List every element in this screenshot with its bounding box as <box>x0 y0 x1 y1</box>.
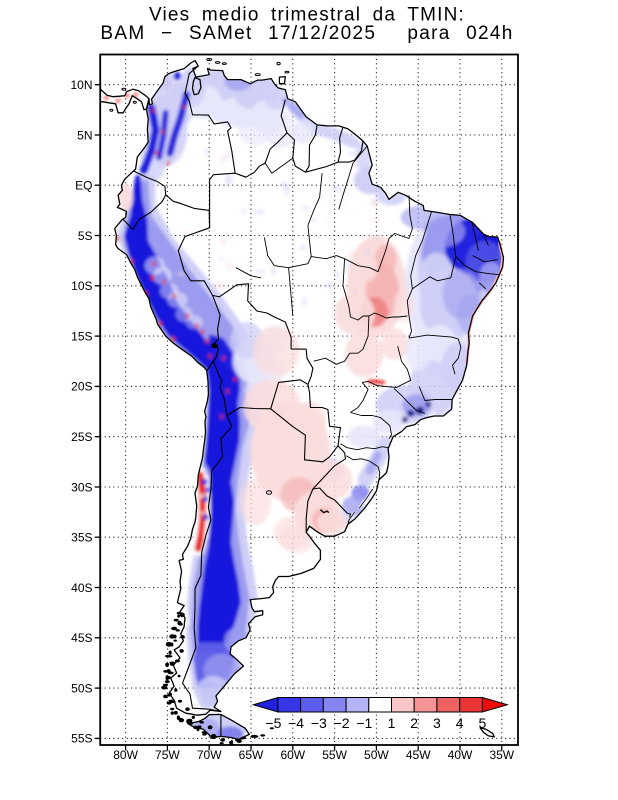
svg-text:80W: 80W <box>113 748 138 762</box>
svg-text:EQ: EQ <box>75 179 92 193</box>
svg-text:70W: 70W <box>197 748 222 762</box>
svg-text:15S: 15S <box>71 329 92 343</box>
svg-text:40S: 40S <box>71 581 92 595</box>
svg-text:55W: 55W <box>322 748 347 762</box>
svg-text:20S: 20S <box>71 380 92 394</box>
svg-text:25S: 25S <box>71 430 92 444</box>
svg-text:−1: −1 <box>356 715 372 731</box>
svg-text:35W: 35W <box>489 748 514 762</box>
svg-text:30S: 30S <box>71 480 92 494</box>
svg-text:−5: −5 <box>265 715 281 731</box>
svg-text:45S: 45S <box>71 631 92 645</box>
svg-text:−4: −4 <box>288 715 304 731</box>
svg-text:−2: −2 <box>334 715 350 731</box>
svg-text:65W: 65W <box>239 748 264 762</box>
svg-text:50S: 50S <box>71 681 92 695</box>
svg-text:60W: 60W <box>280 748 305 762</box>
svg-text:BAM − SAMet 17/12/2025 para 0: BAM − SAMet 17/12/2025 para 024h <box>100 23 513 44</box>
svg-text:10S: 10S <box>71 279 92 293</box>
svg-text:40W: 40W <box>448 748 473 762</box>
svg-text:Vies medio trimestral da TMIN:: Vies medio trimestral da TMIN: <box>149 5 465 26</box>
svg-text:50W: 50W <box>364 748 389 762</box>
svg-text:10N: 10N <box>70 78 92 92</box>
svg-text:1: 1 <box>388 715 396 731</box>
svg-text:2: 2 <box>410 715 418 731</box>
svg-text:55S: 55S <box>71 732 92 746</box>
svg-text:5S: 5S <box>78 229 93 243</box>
svg-text:35S: 35S <box>71 531 92 545</box>
svg-text:3: 3 <box>433 715 441 731</box>
svg-text:−3: −3 <box>311 715 327 731</box>
svg-text:4: 4 <box>456 715 464 731</box>
svg-text:5: 5 <box>479 715 487 731</box>
svg-text:5N: 5N <box>77 128 92 142</box>
svg-text:75W: 75W <box>155 748 180 762</box>
svg-text:45W: 45W <box>406 748 431 762</box>
